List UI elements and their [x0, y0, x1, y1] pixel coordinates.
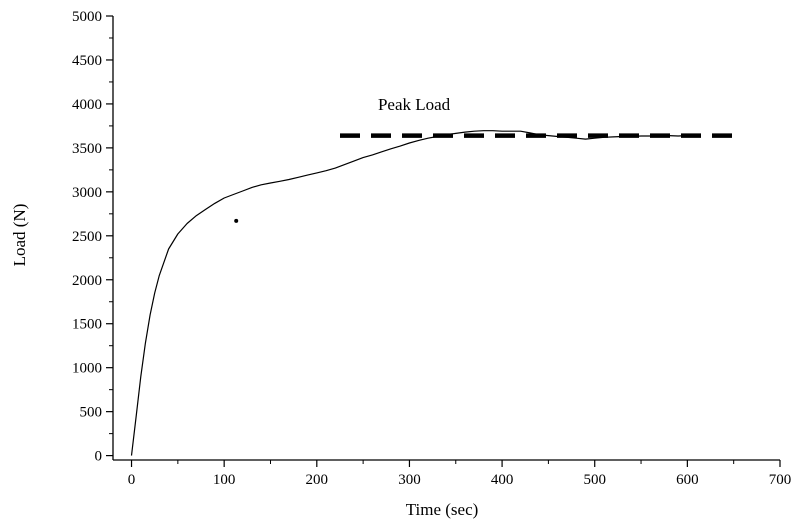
axes — [112, 16, 780, 461]
y-tick-label: 2500 — [72, 229, 102, 245]
x-tick-label: 200 — [306, 472, 329, 488]
x-tick-label: 100 — [213, 472, 236, 488]
x-tick-label: 600 — [676, 472, 699, 488]
y-tick-label: 3500 — [72, 141, 102, 157]
y-tick-label: 1000 — [72, 361, 102, 377]
x-tick-label: 500 — [583, 472, 606, 488]
y-tick-label: 5000 — [72, 9, 102, 25]
annotations: Peak Load — [378, 95, 451, 114]
y-tick-label: 500 — [80, 405, 103, 421]
x-axis-title: Time (sec) — [406, 500, 479, 519]
x-tick-label: 700 — [769, 472, 792, 488]
y-tick-label: 4500 — [72, 53, 102, 69]
data-series — [130, 130, 734, 456]
y-axis-title: Load (N) — [10, 204, 29, 267]
annotation-peak-load: Peak Load — [378, 95, 451, 114]
y-tick-label: 4000 — [72, 97, 102, 113]
y-tick-label: 0 — [95, 449, 103, 465]
y-tick-label: 3000 — [72, 185, 102, 201]
data-markers — [234, 218, 239, 223]
load-curve-line — [130, 130, 697, 456]
x-tick-label: 300 — [398, 472, 421, 488]
tick-labels: 0500100015002000250030003500400045005000… — [72, 9, 791, 488]
y-tick-label: 1500 — [72, 317, 102, 333]
tick-marks — [106, 15, 781, 467]
minor-ticks — [109, 37, 735, 464]
y-tick-label: 2000 — [72, 273, 102, 289]
data-point-marker — [234, 218, 239, 223]
x-tick-label: 400 — [491, 472, 514, 488]
x-tick-label: 0 — [128, 472, 136, 488]
